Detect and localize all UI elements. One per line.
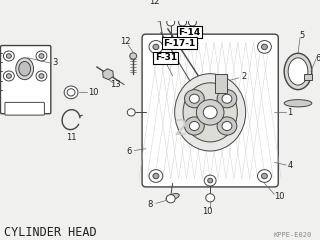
Circle shape [206,194,215,202]
Ellipse shape [284,100,312,107]
Circle shape [204,175,216,186]
Circle shape [258,170,271,182]
Circle shape [67,89,75,96]
Ellipse shape [284,53,312,90]
Circle shape [39,74,44,78]
Text: 13: 13 [110,80,121,89]
Circle shape [155,13,163,21]
Circle shape [203,106,217,119]
FancyBboxPatch shape [1,46,51,114]
Text: 3: 3 [52,58,58,67]
Text: 12: 12 [120,37,131,46]
Circle shape [196,100,224,125]
Circle shape [217,117,237,135]
Text: F-31: F-31 [155,53,177,62]
Circle shape [189,121,199,131]
Text: 1: 1 [287,108,293,117]
Text: KPPE-E020: KPPE-E020 [274,232,312,238]
Circle shape [6,54,11,58]
Text: 6: 6 [127,147,132,156]
Text: 10: 10 [202,207,212,216]
Circle shape [130,53,137,59]
Circle shape [258,41,271,53]
Circle shape [166,195,175,203]
Circle shape [222,94,232,103]
FancyBboxPatch shape [304,74,312,80]
Text: 10: 10 [274,192,284,200]
Text: 12: 12 [149,0,159,6]
Circle shape [4,51,14,61]
Circle shape [39,54,44,58]
Circle shape [185,90,204,108]
Circle shape [261,44,268,50]
Circle shape [217,90,237,108]
Circle shape [149,170,163,182]
Circle shape [64,86,78,99]
Circle shape [208,178,213,183]
Ellipse shape [166,194,179,200]
Circle shape [36,71,47,81]
Circle shape [222,121,232,131]
Ellipse shape [16,58,34,80]
Circle shape [167,19,175,26]
Text: 11: 11 [66,133,76,142]
Circle shape [188,19,196,26]
Circle shape [6,74,11,78]
Text: F-14: F-14 [178,28,201,37]
Ellipse shape [183,83,237,142]
Text: 2: 2 [241,72,246,81]
Text: F-17-1: F-17-1 [164,39,196,48]
Circle shape [36,51,47,61]
FancyBboxPatch shape [215,74,228,93]
Circle shape [153,44,159,50]
Text: 2: 2 [173,119,188,139]
Text: 6: 6 [315,54,320,63]
Ellipse shape [175,74,246,151]
Circle shape [153,173,159,179]
Text: CYLINDER HEAD: CYLINDER HEAD [4,226,97,239]
Circle shape [261,173,268,179]
Circle shape [189,94,199,103]
Ellipse shape [288,58,308,85]
Text: 8: 8 [147,200,153,209]
Circle shape [127,109,135,116]
Circle shape [179,19,187,26]
Circle shape [185,117,204,135]
Ellipse shape [19,61,31,76]
Text: 10: 10 [89,88,99,97]
FancyBboxPatch shape [5,102,44,115]
Circle shape [4,71,14,81]
Text: 4: 4 [287,161,293,170]
FancyBboxPatch shape [142,34,278,187]
Text: 5: 5 [299,30,305,40]
Circle shape [149,41,163,53]
